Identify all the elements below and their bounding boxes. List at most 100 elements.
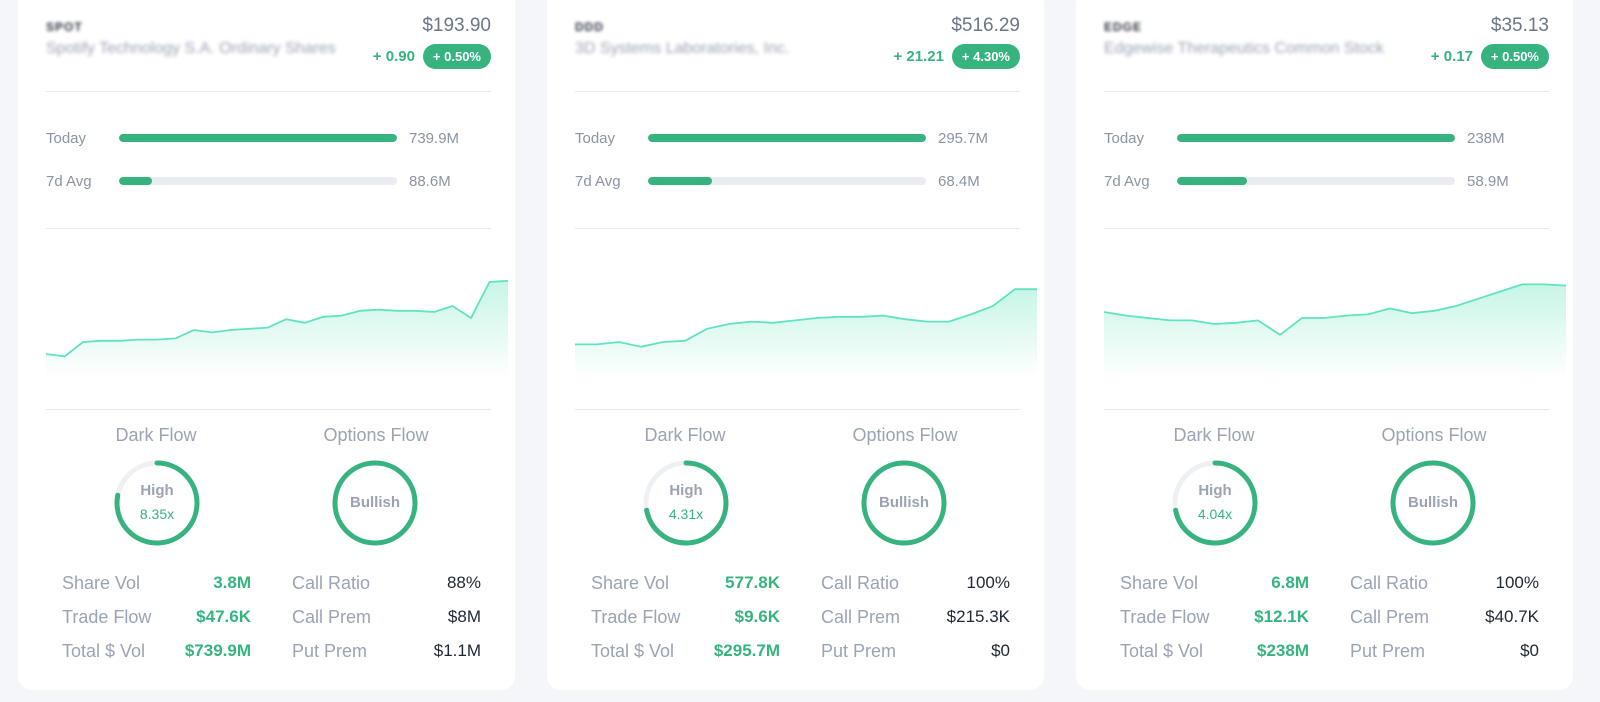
stock-card[interactable]: DDD 3D Systems Laboratories, Inc. $516.2… [547,0,1044,690]
dark-flow-level: High [140,482,174,499]
today-label: Today [1104,129,1145,147]
avg-label: 7d Avg [46,172,92,190]
price-sparkline [46,279,508,378]
total-vol-value: $739.9M [184,641,251,660]
options-sentiment: Bullish [349,494,400,511]
total-vol-label: Total $ Vol [1120,641,1204,661]
dark-flow-ring [114,460,200,546]
ticker-symbol: DDD [575,20,604,34]
share-vol-value: 577.8K [725,573,780,592]
dark-flow-gauge: High 8.35x [112,458,202,548]
call-ratio-value: 88% [446,573,481,592]
today-volume-value: 739.9M [409,129,460,147]
call-ratio-label: Call Ratio [821,573,900,593]
share-vol-label: Share Vol [591,573,670,593]
stat-row: Share Vol 577.8K Call Ratio 100% [575,573,1020,597]
divider [575,409,1020,410]
sparkline-area [46,280,508,378]
price-change-row: + 21.21 + 4.30% [893,44,1020,69]
company-name: Spotify Technology S.A. Ordinary Shares [46,40,336,57]
divider [46,91,491,92]
trade-flow-value: $47.6K [196,607,251,626]
dark-flow-multiple: 4.04x [1197,506,1233,522]
put-prem-value: $0 [1520,641,1539,660]
options-flow-ring [1390,460,1476,546]
sparkline-line [46,279,508,358]
sparkline-area [575,289,1037,378]
dark-flow-title: Dark Flow [644,425,726,445]
today-volume-value: 238M [1467,129,1505,147]
price-change-row: + 0.90 + 0.50% [373,44,491,69]
stock-price: $35.13 [1490,15,1549,36]
call-ratio-label: Call Ratio [292,573,371,593]
price-sparkline [1104,283,1566,378]
options-flow-gauge: Bullish [330,458,420,548]
company-name: Edgewise Therapeutics Common Stock [1104,40,1384,57]
call-prem-label: Call Prem [292,607,372,627]
total-vol-value: $238M [1257,641,1309,660]
divider [1104,409,1549,410]
dark-flow-gauge: High 4.31x [641,458,731,548]
avg-volume-bar [119,177,397,185]
company-name: 3D Systems Laboratories, Inc. [575,40,790,57]
today-volume-value: 295.7M [938,129,989,147]
sparkline-line [1104,283,1566,336]
price-change-row: + 0.17 + 0.50% [1431,44,1549,69]
price-change-badge: + 4.30% [951,44,1020,69]
dark-flow-title: Dark Flow [115,425,197,445]
stock-card[interactable]: SPOT Spotify Technology S.A. Ordinary Sh… [18,0,515,690]
trade-flow-label: Trade Flow [1120,607,1210,627]
total-vol-value: $295.7M [713,641,780,660]
call-prem-label: Call Prem [1350,607,1430,627]
today-volume-row: Today 295.7M [575,128,1020,148]
stock-card[interactable]: EDGE Edgewise Therapeutics Common Stock … [1076,0,1573,690]
dark-flow-gauge: High 4.04x [1170,458,1260,548]
price-change: + 0.90 [372,48,415,65]
put-prem-label: Put Prem [1350,641,1426,661]
share-vol-label: Share Vol [1120,573,1199,593]
call-prem-value: $40.7K [1485,607,1539,626]
dark-flow-level: High [1198,482,1232,499]
dark-flow-ring [643,460,729,546]
call-prem-value: $8M [447,607,481,626]
ticker-symbol: SPOT [46,20,83,34]
call-ratio-value: 100% [966,573,1010,592]
options-flow-title: Options Flow [323,425,429,445]
divider [1104,91,1549,92]
options-flow-gauge: Bullish [1388,458,1478,548]
options-flow-ring [861,460,947,546]
avg-label: 7d Avg [1104,172,1150,190]
stat-row: Total $ Vol $238M Put Prem $0 [1104,641,1549,665]
divider [575,91,1020,92]
avg-volume-value: 68.4M [938,172,980,190]
dark-flow-multiple: 4.31x [668,506,704,522]
options-sentiment: Bullish [878,494,929,511]
today-label: Today [46,129,87,147]
divider [46,409,491,410]
price-sparkline [575,288,1037,378]
avg-volume-value: 88.6M [409,172,451,190]
dark-flow-multiple: 8.35x [139,506,175,522]
stock-price: $193.90 [422,15,491,36]
options-flow-title: Options Flow [1381,425,1487,445]
sparkline-area [1104,284,1566,378]
total-vol-label: Total $ Vol [591,641,675,661]
price-change: + 21.21 [893,48,944,65]
sparkline-line [575,288,1037,348]
divider [575,228,1020,229]
share-vol-label: Share Vol [62,573,141,593]
today-volume-bar [1177,134,1455,142]
call-ratio-value: 100% [1495,573,1539,592]
trade-flow-label: Trade Flow [62,607,152,627]
today-volume-row: Today 739.9M [46,128,491,148]
avg-volume-row: 7d Avg 88.6M [46,171,491,191]
avg-volume-row: 7d Avg 68.4M [575,171,1020,191]
put-prem-label: Put Prem [292,641,368,661]
call-prem-value: $215.3K [946,607,1010,626]
trade-flow-label: Trade Flow [591,607,681,627]
avg-volume-value: 58.9M [1467,172,1509,190]
stat-row: Trade Flow $9.6K Call Prem $215.3K [575,607,1020,631]
call-ratio-label: Call Ratio [1350,573,1429,593]
today-volume-row: Today 238M [1104,128,1549,148]
avg-label: 7d Avg [575,172,621,190]
